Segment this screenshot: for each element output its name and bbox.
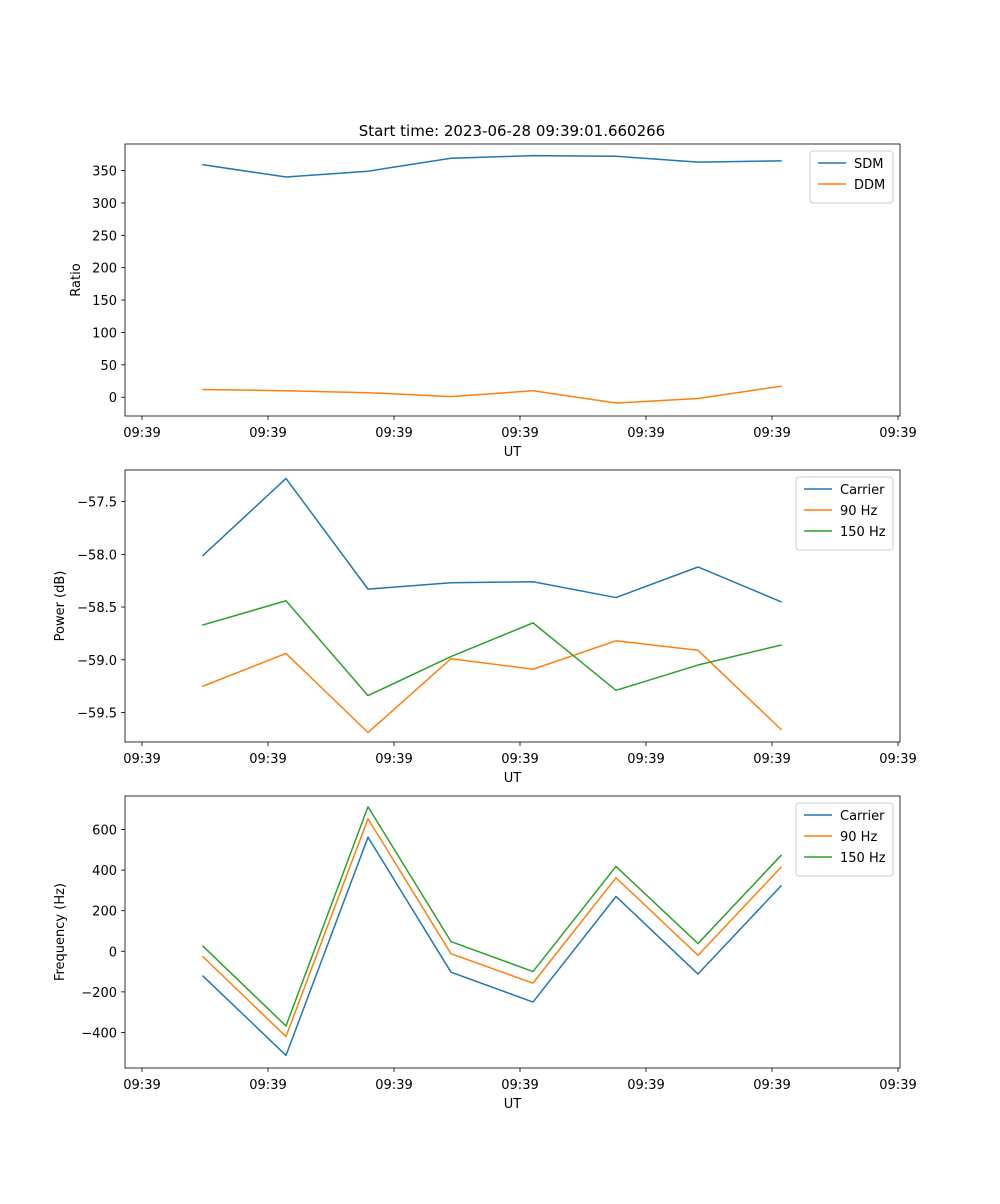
y-tick-label: 300 xyxy=(92,197,117,212)
x-axis-label: UT xyxy=(504,771,522,786)
x-axis-label: UT xyxy=(504,1097,522,1112)
x-tick-label: 09:39 xyxy=(249,752,286,767)
x-tick-label: 09:39 xyxy=(123,426,160,441)
x-tick-label: 09:39 xyxy=(879,426,916,441)
series-line-carrier xyxy=(201,477,782,603)
legend: Carrier 90 Hz 150 Hz xyxy=(795,802,894,877)
y-tick-label: 600 xyxy=(92,823,117,838)
series-line-150-hz xyxy=(202,599,782,697)
x-tick-label: 09:39 xyxy=(501,752,538,767)
y-tick-label: 200 xyxy=(92,905,117,920)
legend-label: 150 Hz xyxy=(840,851,886,866)
x-tick-label: 09:39 xyxy=(627,752,664,767)
x-tick-label: 09:39 xyxy=(375,752,412,767)
legend-label: 150 Hz xyxy=(840,525,886,540)
plot-frame xyxy=(124,795,901,1069)
x-tick-label: 09:39 xyxy=(627,1078,664,1093)
y-axis-label: Frequency (Hz) xyxy=(53,883,68,981)
figure-title: Start time: 2023-06-28 09:39:01.660266 xyxy=(359,122,665,140)
x-tick-label: 09:39 xyxy=(375,426,412,441)
x-tick-label: 09:39 xyxy=(879,1078,916,1093)
legend-box xyxy=(809,150,894,204)
x-tick-label: 09:39 xyxy=(753,752,790,767)
y-tick-label: −59.5 xyxy=(77,706,117,721)
legend-label: 90 Hz xyxy=(840,830,877,845)
x-tick-label: 09:39 xyxy=(501,426,538,441)
y-tick-label: −58.5 xyxy=(77,601,117,616)
x-tick-label: 09:39 xyxy=(879,752,916,767)
legend-label: DDM xyxy=(854,178,885,193)
x-tick-label: 09:39 xyxy=(753,1078,790,1093)
x-tick-label: 09:39 xyxy=(501,1078,538,1093)
y-tick-label: −57.5 xyxy=(77,496,117,511)
series-line-sdm xyxy=(202,154,782,178)
x-tick-label: 09:39 xyxy=(249,1078,286,1093)
x-tick-label: 09:39 xyxy=(753,426,790,441)
x-tick-label: 09:39 xyxy=(249,426,286,441)
legend-label: Carrier xyxy=(840,809,885,824)
y-tick-label: 400 xyxy=(92,864,117,879)
plot-frame xyxy=(124,143,901,417)
series-line-150-hz xyxy=(201,806,783,1027)
y-tick-label: 100 xyxy=(92,326,117,341)
legend: SDM DDM xyxy=(809,150,894,204)
series-line-90-hz xyxy=(201,817,783,1038)
chart-panel-3: 09:39 09:39 09:39 09:39 09:39 09:39 09:39 −400 −… xyxy=(53,795,917,1112)
y-tick-label: 50 xyxy=(100,359,117,374)
chart-panel-1: 09:39 09:39 09:39 09:39 09:39 09:39 09:39 0 50 10… xyxy=(69,143,917,460)
series-line-90-hz xyxy=(202,640,783,734)
y-tick-label: −59.0 xyxy=(77,654,117,669)
x-tick-label: 09:39 xyxy=(123,752,160,767)
y-tick-label: 200 xyxy=(92,262,117,277)
legend-label: SDM xyxy=(854,157,883,172)
chart-panel-2: 09:39 09:39 09:39 09:39 09:39 09:39 09:39 −59.5… xyxy=(53,469,917,786)
series-line-carrier xyxy=(201,836,783,1057)
series-line-ddm xyxy=(202,385,782,404)
x-tick-label: 09:39 xyxy=(627,426,664,441)
y-tick-label: 0 xyxy=(109,945,117,960)
plot-frame xyxy=(124,469,901,743)
y-tick-label: −58.0 xyxy=(77,548,117,563)
legend-label: Carrier xyxy=(840,483,885,498)
y-axis-label: Power (dB) xyxy=(53,571,68,642)
y-tick-label: 350 xyxy=(92,165,117,180)
legend: Carrier 90 Hz 150 Hz xyxy=(795,476,894,551)
y-tick-label: 250 xyxy=(92,229,117,244)
y-tick-label: 150 xyxy=(92,294,117,309)
x-tick-label: 09:39 xyxy=(123,1078,160,1093)
x-tick-label: 09:39 xyxy=(375,1078,412,1093)
y-axis-label: Ratio xyxy=(69,263,84,296)
legend-label: 90 Hz xyxy=(840,504,877,519)
y-tick-label: 0 xyxy=(109,391,117,406)
x-axis-label: UT xyxy=(504,445,522,460)
y-tick-label: −400 xyxy=(81,1026,117,1041)
y-tick-label: −200 xyxy=(81,986,117,1001)
